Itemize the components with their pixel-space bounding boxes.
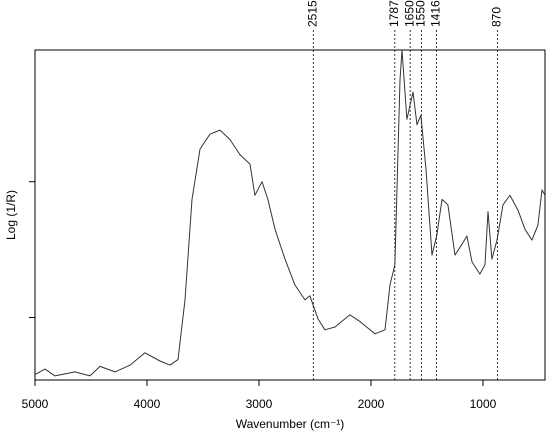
x-tick-label: 2000: [358, 397, 385, 411]
x-tick-label: 3000: [246, 397, 273, 411]
marker-label: 1787: [387, 0, 401, 27]
marker-label: 2515: [305, 0, 319, 27]
marker-label: 1550: [414, 0, 428, 27]
x-tick-label: 1000: [470, 397, 497, 411]
marker-label: 870: [490, 7, 504, 27]
x-tick-label: 5000: [22, 397, 49, 411]
x-tick-label: 4000: [134, 397, 161, 411]
marker-label: 1416: [429, 0, 443, 27]
x-axis-label: Wavenumber (cm⁻¹): [236, 417, 345, 431]
y-axis-label: Log (1/R): [4, 190, 18, 240]
marker-label: 1650: [402, 0, 416, 27]
plot-frame: [34, 49, 546, 381]
spectrum-line: [34, 49, 546, 377]
